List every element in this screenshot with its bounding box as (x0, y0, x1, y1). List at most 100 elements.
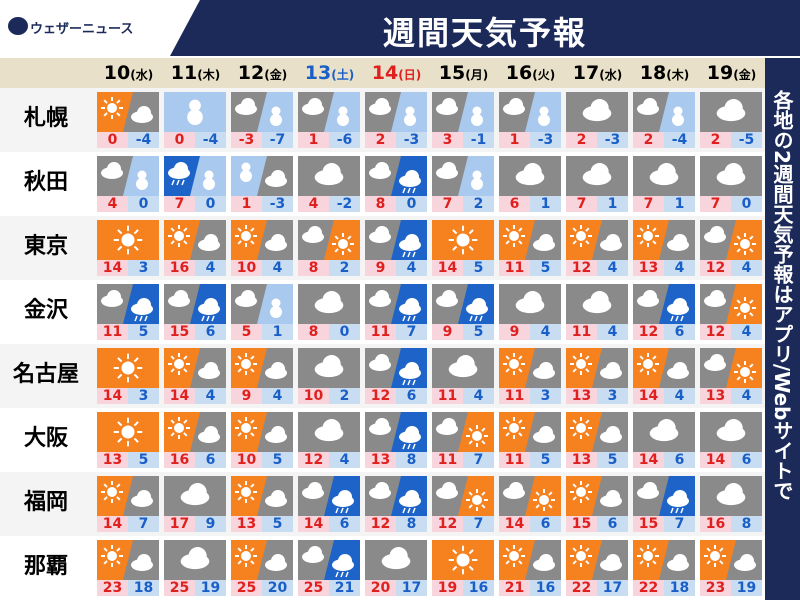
weather-icon (499, 348, 561, 388)
low-temp: 3 (530, 388, 561, 404)
high-temp: 0 (97, 132, 128, 148)
low-temp: 4 (195, 388, 226, 404)
low-temp: 0 (731, 196, 762, 212)
weather-icon (231, 540, 293, 580)
date-weekday: (土) (331, 68, 355, 82)
weather-icon (432, 540, 494, 580)
cell: 13 4 (700, 348, 762, 404)
weather-icon (700, 92, 762, 132)
low-temp: 0 (396, 196, 427, 212)
high-temp: 8 (298, 324, 329, 340)
weather-icon (700, 156, 762, 196)
high-temp: 23 (700, 580, 731, 596)
low-temp: 18 (664, 580, 695, 596)
weather-icon (97, 348, 159, 388)
weather-icon (432, 220, 494, 260)
cell: 12 4 (566, 220, 628, 276)
weather-icon (164, 348, 226, 388)
high-temp: 15 (633, 516, 664, 532)
date-day: 15 (438, 62, 466, 84)
high-temp: 2 (633, 132, 664, 148)
cell: 2 -4 (633, 92, 695, 148)
cell: 11 3 (499, 348, 561, 404)
side-banner: 各地の2週間天気予報はアプリ/Webサイトで (765, 58, 800, 600)
weather-icon (231, 92, 293, 132)
cell: 12 8 (365, 476, 427, 532)
date: 13(土) (296, 58, 363, 88)
high-temp: 2 (365, 132, 396, 148)
low-temp: 6 (396, 388, 427, 404)
weather-icon (164, 412, 226, 452)
high-temp: 14 (633, 452, 664, 468)
weather-icon (97, 540, 159, 580)
low-temp: 19 (195, 580, 226, 596)
low-temp: -3 (597, 132, 628, 148)
forecast-row: 札幌 0 -4 0 -4 -3 -7 1 -6 2 -3 3 -1 1 -3 2 -3 2 -4 2 -5 (0, 88, 765, 152)
weather-icon (633, 92, 695, 132)
low-temp: -4 (664, 132, 695, 148)
high-temp: 11 (97, 324, 128, 340)
low-temp: 2 (463, 196, 494, 212)
cell: 13 4 (633, 220, 695, 276)
weather-icon (164, 476, 226, 516)
weather-icon (700, 412, 762, 452)
high-temp: 17 (164, 516, 195, 532)
high-temp: 13 (700, 388, 731, 404)
cell: 12 7 (432, 476, 494, 532)
date-day: 12 (237, 62, 265, 84)
high-temp: 6 (499, 196, 530, 212)
cell: 2 -5 (700, 92, 762, 148)
cell: 13 5 (231, 476, 293, 532)
city: 札幌 (23, 106, 68, 131)
high-temp: 9 (365, 260, 396, 276)
high-temp: 7 (633, 196, 664, 212)
low-temp: 17 (396, 580, 427, 596)
cell: 15 7 (633, 476, 695, 532)
low-temp: 6 (664, 324, 695, 340)
city: 名古屋 (12, 362, 79, 387)
weather-icon (298, 220, 360, 260)
cell: 14 6 (700, 412, 762, 468)
low-temp: 17 (597, 580, 628, 596)
high-temp: 12 (365, 388, 396, 404)
low-temp: 5 (530, 260, 561, 276)
high-temp: 14 (97, 260, 128, 276)
cell: 23 19 (700, 540, 762, 596)
weather-icon (499, 540, 561, 580)
date-row: 10(水) 11(木) 12(金) 13(土) 14(日) 15(月) 16(火) 17(水)… (0, 58, 765, 88)
weather-icon (298, 284, 360, 324)
cell: 4 -2 (298, 156, 360, 212)
weather-icon (164, 540, 226, 580)
cell: 14 7 (97, 476, 159, 532)
high-temp: 14 (700, 452, 731, 468)
high-temp: 15 (164, 324, 195, 340)
high-temp: 11 (499, 388, 530, 404)
low-temp: 20 (262, 580, 293, 596)
side-text: 各地の2週間天気予報はアプリ/Webサイトで (770, 90, 794, 501)
weather-icon (365, 540, 427, 580)
cell: -3 -7 (231, 92, 293, 148)
cell: 16 6 (164, 412, 226, 468)
low-temp: 0 (329, 324, 360, 340)
date: 17(水) (564, 58, 631, 88)
high-temp: 13 (231, 516, 262, 532)
weather-icon (566, 412, 628, 452)
forecast-row: 大阪 13 5 16 6 10 5 12 4 13 8 11 7 11 5 13 5 14 6 14 6 (0, 408, 765, 472)
weather-icon (566, 156, 628, 196)
weather-icon (700, 284, 762, 324)
weather-icon (298, 156, 360, 196)
low-temp: 6 (329, 516, 360, 532)
date-day: 18 (639, 62, 667, 84)
weather-icon (298, 540, 360, 580)
header: 週間天気予報 (170, 0, 800, 56)
weather-icon (566, 476, 628, 516)
high-temp: 7 (700, 196, 731, 212)
date-day: 16 (505, 62, 533, 84)
high-temp: 10 (231, 452, 262, 468)
low-temp: 1 (262, 324, 293, 340)
weather-icon (700, 348, 762, 388)
